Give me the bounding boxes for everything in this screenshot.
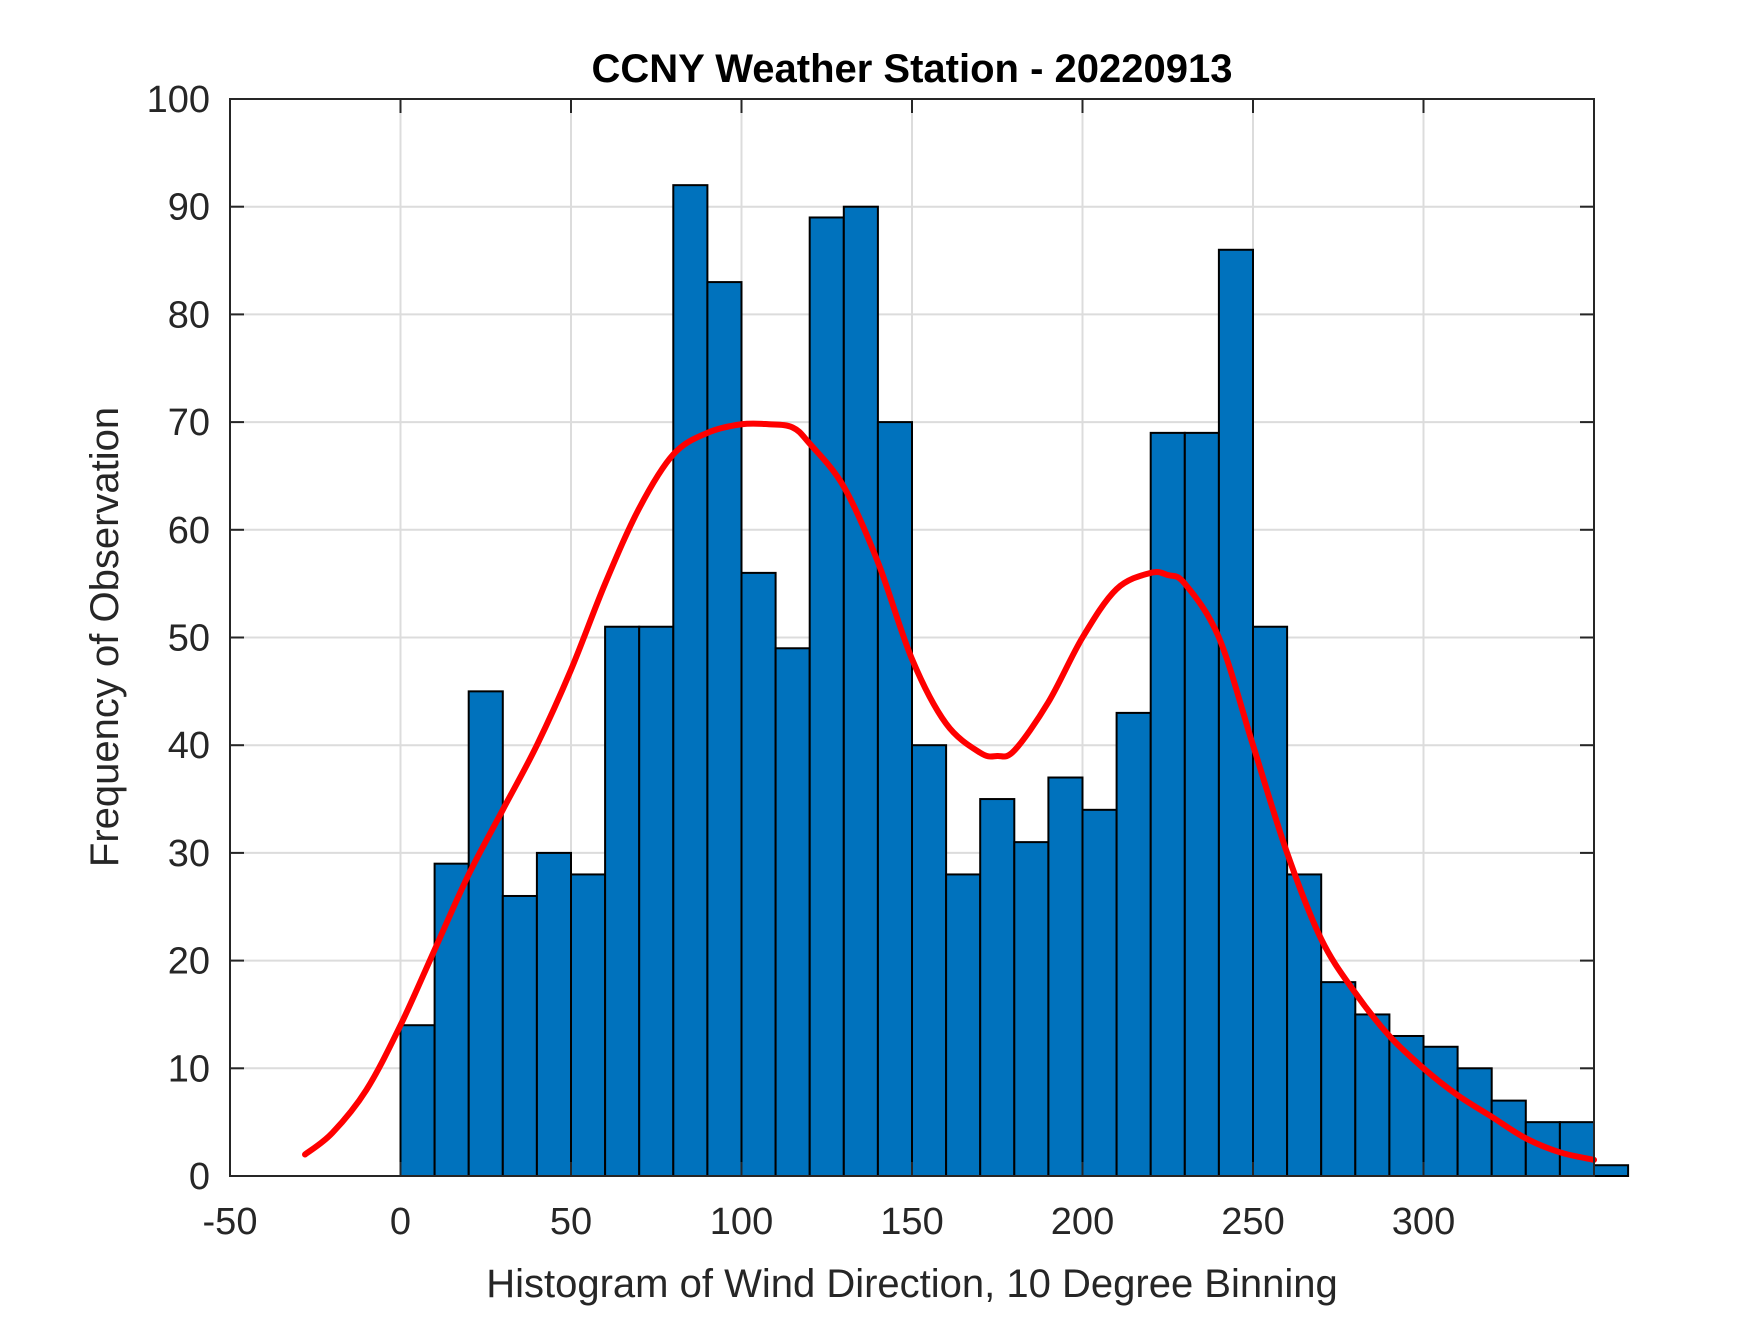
histogram-bar bbox=[740, 571, 777, 1177]
histogram-bar bbox=[467, 690, 504, 1177]
histogram-bar bbox=[808, 216, 845, 1178]
histogram-bar bbox=[672, 184, 709, 1178]
histogram-bar bbox=[399, 1024, 436, 1177]
histogram-bar bbox=[638, 625, 675, 1177]
x-tick-label: 300 bbox=[1392, 1201, 1455, 1243]
histogram-bar bbox=[1217, 248, 1255, 1177]
histogram-bars bbox=[399, 184, 1630, 1178]
histogram-bar bbox=[1149, 431, 1186, 1177]
histogram-bar bbox=[1252, 625, 1289, 1177]
histogram-bar bbox=[774, 647, 811, 1177]
histogram-bar bbox=[1422, 1045, 1459, 1178]
histogram-bar bbox=[1320, 981, 1357, 1178]
histogram-bar bbox=[1286, 873, 1323, 1177]
x-tick-label: 0 bbox=[390, 1201, 411, 1243]
y-tick-label: 70 bbox=[168, 402, 210, 444]
y-tick-label: 10 bbox=[168, 1048, 210, 1090]
histogram-bar bbox=[842, 205, 879, 1177]
histogram-bar bbox=[1013, 841, 1050, 1177]
y-tick-label: 60 bbox=[168, 510, 210, 552]
y-axis-label: Frequency of Observation bbox=[83, 407, 127, 867]
x-tick-label: 100 bbox=[710, 1201, 773, 1243]
chart-title: CCNY Weather Station - 20220913 bbox=[592, 47, 1233, 91]
y-tick-label: 80 bbox=[168, 294, 210, 336]
histogram-bar bbox=[1456, 1067, 1493, 1178]
x-axis-label: Histogram of Wind Direction, 10 Degree B… bbox=[486, 1262, 1338, 1306]
histogram-bar bbox=[1183, 431, 1220, 1177]
histogram-bar bbox=[876, 421, 914, 1178]
y-tick-label: 30 bbox=[168, 833, 210, 875]
histogram-bar bbox=[604, 625, 641, 1177]
histogram-bar bbox=[1081, 808, 1118, 1177]
histogram-bar bbox=[535, 851, 573, 1178]
histogram-bar bbox=[945, 873, 982, 1177]
density-fit-curve bbox=[302, 420, 1597, 1163]
y-tick-label: 0 bbox=[189, 1156, 210, 1198]
histogram-bar bbox=[706, 281, 743, 1177]
y-tick-label: 40 bbox=[168, 725, 210, 767]
y-tick-label: 50 bbox=[168, 618, 210, 660]
histogram-bar bbox=[1593, 1164, 1630, 1177]
x-tick-labels: -50 0 50 100 150 200 250 300 bbox=[203, 1201, 1456, 1243]
axis-ticks bbox=[229, 98, 1594, 1177]
histogram-bar bbox=[1558, 1121, 1596, 1178]
histogram-bar bbox=[1354, 1013, 1391, 1178]
x-tick-label: 50 bbox=[550, 1201, 592, 1243]
y-tick-label: 100 bbox=[147, 79, 210, 121]
x-tick-label: 200 bbox=[1051, 1201, 1114, 1243]
histogram-bar bbox=[911, 744, 948, 1177]
x-tick-label: 250 bbox=[1221, 1201, 1284, 1243]
x-tick-label: -50 bbox=[203, 1201, 258, 1243]
histogram-bar bbox=[1115, 711, 1152, 1177]
histogram-bar bbox=[501, 894, 538, 1177]
histogram-bar bbox=[1047, 776, 1084, 1177]
density-fit-line bbox=[302, 420, 1597, 1163]
histogram-bar bbox=[570, 873, 607, 1177]
y-tick-label: 20 bbox=[168, 941, 210, 983]
y-tick-label: 90 bbox=[168, 187, 210, 229]
y-tick-labels: 0 10 20 30 40 50 60 70 80 90 100 bbox=[147, 79, 210, 1198]
histogram-bar bbox=[979, 798, 1016, 1177]
x-tick-label: 150 bbox=[880, 1201, 943, 1243]
